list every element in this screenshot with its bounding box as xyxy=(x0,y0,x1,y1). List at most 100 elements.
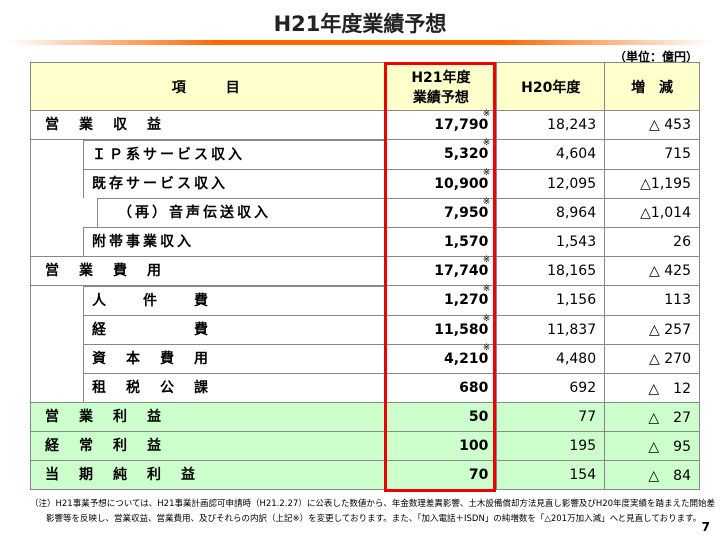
item-cell: 既存サービス収入 xyxy=(30,169,386,198)
h20-value: 18,165 xyxy=(547,263,597,279)
item-label: （再）音声伝送収入 xyxy=(97,198,385,227)
diff-value: 113 xyxy=(664,292,691,309)
table-row: 経 常 利 益 100 195 △ 95 xyxy=(30,431,700,461)
h20-cell: 8,964 xyxy=(496,197,606,228)
h21-value: 1,270 xyxy=(444,292,489,309)
diff-value: △ 257 xyxy=(649,321,691,338)
h20-cell: 1,543 xyxy=(496,226,606,257)
h20-value: 1,156 xyxy=(556,292,597,309)
h20-cell: 692 xyxy=(496,372,606,403)
h20-cell: 4,604 xyxy=(496,139,606,170)
h20-cell: 4,480 xyxy=(496,343,606,374)
h20-cell: 195 xyxy=(496,431,606,461)
h20-value: 77 xyxy=(578,409,597,425)
diff-value: △ 27 xyxy=(648,410,691,426)
item-label: 附帯事業収入 xyxy=(83,227,385,256)
title-underline xyxy=(8,40,712,45)
h21-cell: 50 xyxy=(384,402,498,432)
h21-cell: 1,270 ※ xyxy=(384,284,498,316)
page-number: 7 xyxy=(701,520,710,534)
h21-value: 100 xyxy=(459,438,489,454)
diff-value: △1,195 xyxy=(640,175,691,192)
table-row: 既存サービス収入 10,900 ※ 12,095 △1,195 xyxy=(30,167,700,199)
header-line: 業績予想 xyxy=(412,89,469,106)
item-cell: 営 業 収 益 xyxy=(30,110,386,140)
diff-cell: △ 270 xyxy=(604,343,700,374)
h20-value: 12,095 xyxy=(547,175,597,192)
h20-value: 195 xyxy=(569,438,597,454)
diff-value: △1,014 xyxy=(640,204,691,221)
header-cell: 増 減 xyxy=(604,62,700,111)
diff-cell: △ 27 xyxy=(604,402,700,432)
h21-cell: 5,320 ※ xyxy=(384,138,498,170)
title: H21年度業績予想 xyxy=(273,12,447,36)
item-label: ＩＰ系サービス収入 xyxy=(83,140,385,169)
item-label: 営 業 利 益 xyxy=(45,409,164,425)
table-row: 資 本 費 用 4,210 ※ 4,480 △ 270 xyxy=(30,343,700,374)
h20-cell: 154 xyxy=(496,460,606,490)
h20-value: 154 xyxy=(569,467,597,483)
h21-value: 17,740 xyxy=(434,263,489,279)
note-mark: ※ xyxy=(482,167,491,178)
item-cell: ＩＰ系サービス収入 xyxy=(30,139,386,169)
diff-cell: △1,014 xyxy=(604,197,700,228)
h20-value: 11,837 xyxy=(547,321,597,338)
h21-value: 5,320 xyxy=(444,146,489,163)
h20-cell: 12,095 xyxy=(496,168,606,199)
h20-cell: 77 xyxy=(496,402,606,432)
h21-value: 7,950 xyxy=(444,204,489,221)
diff-cell: △ 257 xyxy=(604,314,700,345)
item-label: 経 常 利 益 xyxy=(45,438,164,454)
h21-cell: 7,950 ※ xyxy=(384,196,498,228)
h20-cell: 18,243 xyxy=(496,110,606,140)
item-cell: 租 税 公 課 xyxy=(30,373,386,403)
h20-value: 4,604 xyxy=(556,146,597,163)
diff-value: △ 84 xyxy=(648,468,691,484)
header-line: H21年度 xyxy=(411,69,471,86)
note-mark: ※ xyxy=(482,284,491,294)
h21-value: 17,790 xyxy=(434,117,489,133)
diff-value: △ 95 xyxy=(648,439,691,455)
header-cell: H21年度業績予想 xyxy=(384,62,498,111)
item-label: 租 税 公 課 xyxy=(83,373,385,402)
item-cell: 経 費 xyxy=(30,315,386,344)
table-row: ＩＰ系サービス収入 5,320 ※ 4,604 715 xyxy=(30,138,700,170)
h21-cell: 70 xyxy=(384,460,498,490)
diff-cell: △ 95 xyxy=(604,431,700,461)
h20-value: 4,480 xyxy=(556,350,597,367)
diff-value: 26 xyxy=(673,233,691,250)
item-cell: 附帯事業収入 xyxy=(30,227,386,257)
item-label: 営 業 費 用 xyxy=(45,263,164,279)
item-cell: 経 常 利 益 xyxy=(30,431,386,461)
header-cell: H20年度 xyxy=(496,62,606,111)
item-label: 当 期 純 利 益 xyxy=(45,467,198,483)
diff-value: △ 270 xyxy=(649,350,691,367)
item-cell: 当 期 純 利 益 xyxy=(30,460,386,490)
note-mark: ※ xyxy=(482,196,491,207)
h20-value: 692 xyxy=(569,379,597,396)
h21-cell: 4,210 ※ xyxy=(384,343,498,374)
table-row: 当 期 純 利 益 70 154 △ 84 xyxy=(30,460,700,490)
item-label: 人 件 費 xyxy=(83,286,385,315)
h20-value: 18,243 xyxy=(547,117,597,133)
item-label: 資 本 費 用 xyxy=(83,344,385,373)
table-row: 営 業 費 用 17,740 ※ 18,165 △ 425 xyxy=(30,255,700,286)
h21-value: 11,580 xyxy=(434,321,489,338)
header-cell: 項 目 xyxy=(30,62,386,111)
h21-value: 680 xyxy=(459,379,489,396)
item-cell: 営 業 費 用 xyxy=(30,256,386,286)
diff-value: △ 12 xyxy=(648,380,691,397)
h21-value: 4,210 xyxy=(444,350,489,367)
item-label: 経 費 xyxy=(83,315,385,344)
h21-value: 70 xyxy=(468,467,489,483)
header-row: 項 目 H21年度業績予想 H20年度 増 減 xyxy=(30,62,700,111)
footnote: （注）H21事業予想については、H21事業計画認可申請時（H21.2.27）に公… xyxy=(30,499,716,524)
h20-cell: 11,837 xyxy=(496,314,606,345)
diff-cell: △1,195 xyxy=(604,168,700,199)
table-row: 経 費 11,580 ※ 11,837 △ 257 xyxy=(30,314,700,345)
note-mark: ※ xyxy=(482,255,491,265)
diff-cell: 113 xyxy=(604,285,700,316)
diff-value: △ 453 xyxy=(649,117,691,133)
highlight-box xyxy=(384,62,496,492)
